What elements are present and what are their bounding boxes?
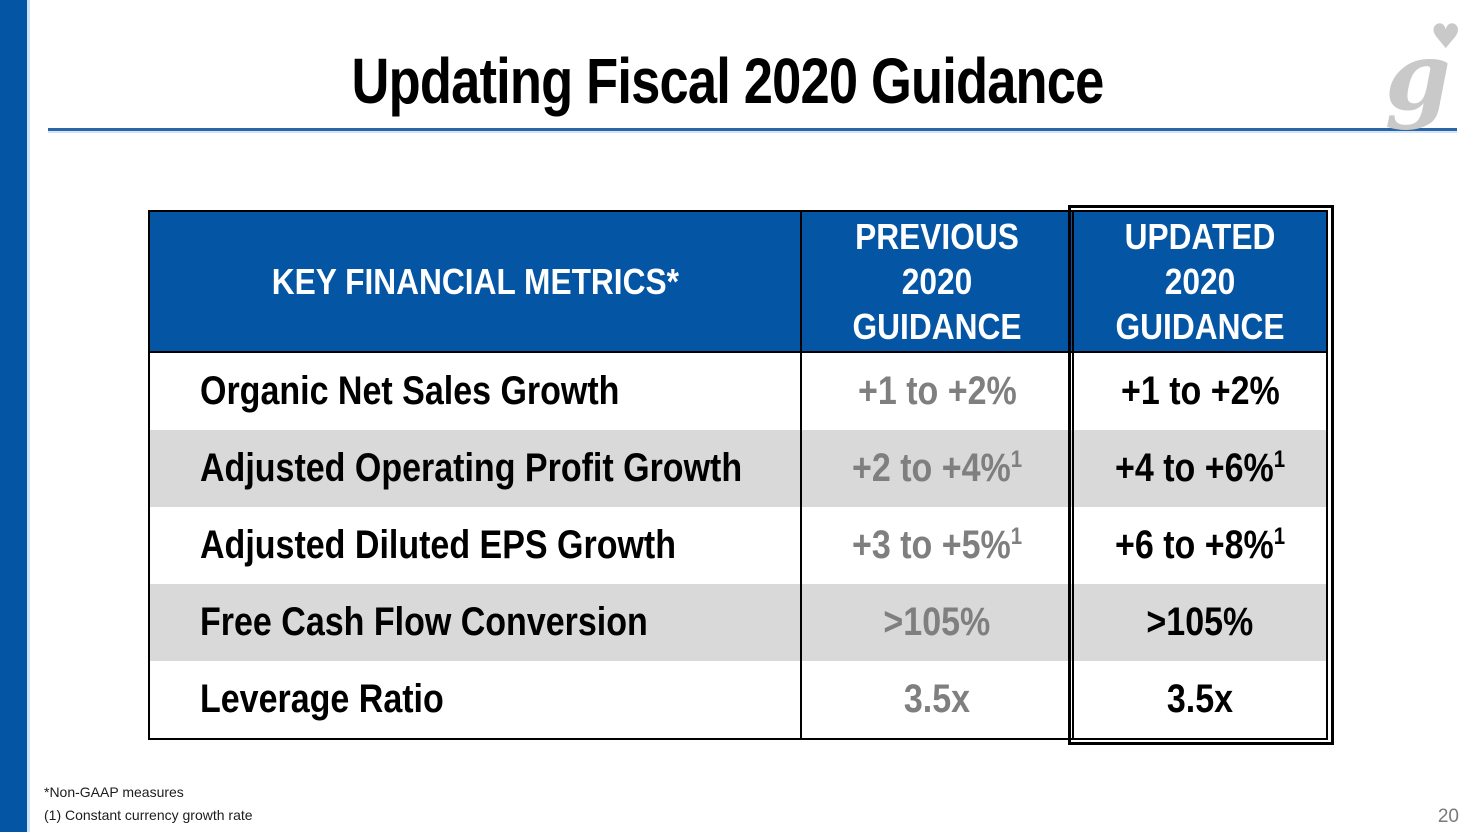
row-free-cash-flow-metric: Free Cash Flow Conversion (150, 584, 800, 661)
row-adjusted-operating-profit-updated: +4 to +6%1 (1072, 430, 1326, 507)
left-accent-bar (0, 0, 30, 832)
row-organic-net-sales-previous: +1 to +2% (800, 353, 1072, 430)
header-previous-2020-guidance: PREVIOUS 2020 GUIDANCE (800, 212, 1072, 353)
footnote-constant-currency: (1) Constant currency growth rate (44, 807, 253, 823)
header-key-financial-metrics: KEY FINANCIAL METRICS* (150, 212, 800, 353)
row-adjusted-diluted-eps-metric: Adjusted Diluted EPS Growth (200, 523, 677, 567)
row-organic-net-sales-metric: Organic Net Sales Growth (200, 369, 620, 413)
title-underline (48, 128, 1457, 131)
row-leverage-ratio-metric: Leverage Ratio (200, 677, 444, 721)
footnotes: *Non-GAAP measures (1) Constant currency… (44, 781, 253, 827)
slide-title: Updating Fiscal 2020 Guidance (33, 44, 1423, 118)
header-updated-2020-guidance: UPDATED 2020 GUIDANCE (1072, 212, 1326, 353)
row-adjusted-operating-profit-metric: Adjusted Operating Profit Growth (150, 430, 800, 507)
page-number: 20 (1437, 806, 1459, 827)
header-metrics-label: KEY FINANCIAL METRICS* (271, 261, 679, 302)
row-leverage-ratio-previous: 3.5x (800, 661, 1072, 738)
row-organic-net-sales-updated: +1 to +2% (1072, 353, 1326, 430)
header-updated-label: UPDATED 2020 GUIDANCE (1115, 216, 1285, 347)
row-adjusted-operating-profit-previous: +2 to +4%1 (800, 430, 1072, 507)
logo-heart-icon: ♥ (1430, 17, 1461, 57)
row-adjusted-diluted-eps-previous: +3 to +5%1 (800, 507, 1072, 584)
row-free-cash-flow-previous: >105% (800, 584, 1072, 661)
footnote-non-gaap: *Non-GAAP measures (44, 784, 184, 800)
logo-g-glyph: g (1385, 22, 1451, 132)
slide-title-text: Updating Fiscal 2020 Guidance (352, 45, 1105, 117)
general-mills-logo-icon: g ♥ (1383, 20, 1461, 132)
row-leverage-ratio-updated: 3.5x (1072, 661, 1326, 738)
row-adjusted-diluted-eps-updated: +6 to +8%1 (1072, 507, 1326, 584)
key-financial-metrics-table: KEY FINANCIAL METRICS* PREVIOUS 2020 GUI… (148, 210, 1328, 740)
row-free-cash-flow-updated: >105% (1072, 584, 1326, 661)
header-previous-label: PREVIOUS 2020 GUIDANCE (852, 216, 1022, 347)
